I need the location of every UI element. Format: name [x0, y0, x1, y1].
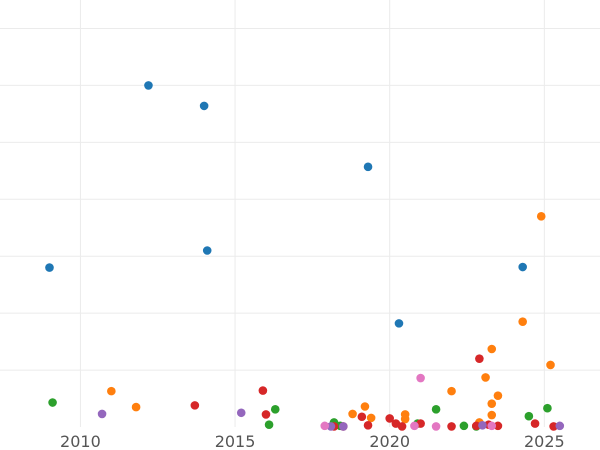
data-point-series-2	[447, 386, 456, 396]
data-point-series-2	[400, 414, 410, 424]
data-point-series-1	[199, 101, 209, 111]
data-point-series-1	[45, 263, 54, 272]
data-point-series-3	[524, 411, 534, 421]
data-point-series-1	[144, 81, 153, 90]
data-point-series-2	[107, 386, 116, 396]
grid-layer	[0, 0, 600, 427]
data-point-series-2	[518, 317, 527, 326]
data-point-series-5	[555, 421, 565, 431]
data-point-series-1	[202, 246, 212, 255]
data-point-series-2	[348, 409, 357, 419]
data-point-series-3	[48, 398, 57, 407]
data-point-series-2	[366, 413, 376, 423]
data-point-series-4	[363, 420, 373, 430]
data-point-series-4	[475, 354, 484, 363]
x-tick-labels: 2010 2015 2020 2025	[60, 432, 565, 450]
x-tick-label-2025: 2025	[524, 432, 565, 450]
data-point-series-3	[270, 405, 280, 414]
data-point-series-1	[363, 162, 373, 172]
x-tick-label-2010: 2010	[60, 432, 101, 450]
data-point-series-4	[190, 401, 200, 410]
data-point-series-6	[320, 421, 330, 431]
data-point-series-4	[447, 422, 456, 431]
data-point-series-3	[459, 421, 469, 431]
data-point-series-3	[543, 403, 552, 413]
data-point-series-2	[493, 391, 503, 400]
data-point-series-6	[410, 421, 419, 431]
points-layer	[45, 81, 565, 431]
data-point-series-2	[131, 402, 141, 412]
data-point-series-5	[338, 422, 348, 431]
data-point-series-3	[264, 420, 274, 430]
data-point-series-6	[487, 421, 497, 431]
x-tick-label-2020: 2020	[369, 432, 410, 450]
data-point-series-4	[530, 419, 540, 428]
data-point-series-2	[487, 399, 497, 408]
data-point-series-2	[546, 360, 555, 370]
data-point-series-5	[478, 420, 487, 430]
data-point-series-2	[360, 402, 370, 411]
data-point-series-2	[487, 344, 497, 354]
data-point-series-4	[385, 414, 394, 423]
data-point-series-1	[518, 262, 527, 272]
data-point-series-2	[487, 410, 497, 420]
data-point-series-5	[97, 409, 107, 419]
data-point-series-5	[326, 422, 336, 431]
data-point-series-4	[261, 410, 271, 419]
data-point-series-2	[536, 212, 546, 221]
data-point-series-4	[471, 421, 481, 431]
x-tick-label-2015: 2015	[215, 432, 256, 450]
data-point-series-6	[416, 373, 425, 383]
data-point-series-4	[357, 412, 367, 422]
data-point-series-6	[431, 422, 441, 431]
data-point-series-1	[394, 319, 404, 328]
data-point-series-2	[481, 373, 490, 382]
data-point-series-4	[258, 386, 268, 395]
data-point-series-4	[397, 422, 407, 431]
data-point-series-4	[549, 422, 558, 431]
data-point-series-5	[236, 408, 246, 418]
data-point-series-4	[493, 421, 503, 431]
data-point-series-3	[431, 405, 441, 414]
